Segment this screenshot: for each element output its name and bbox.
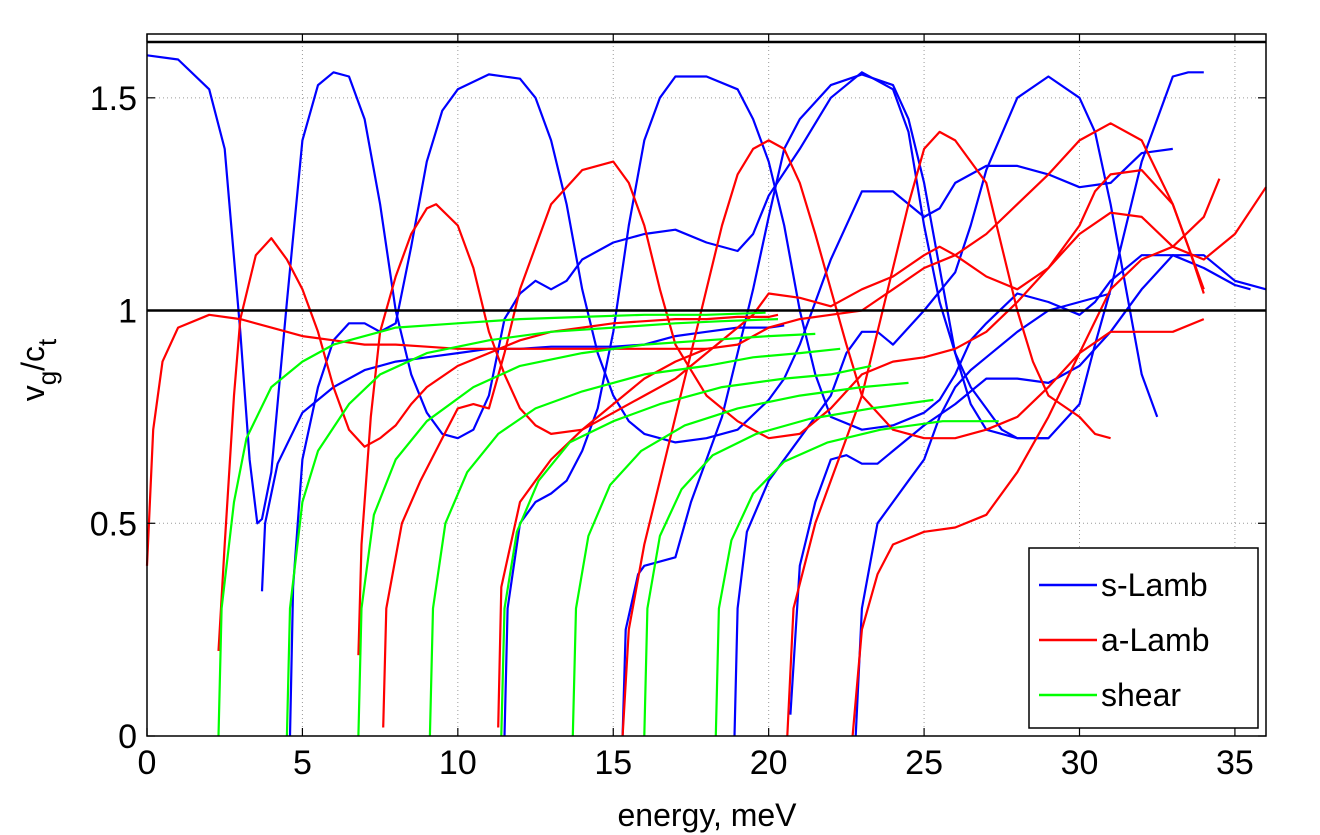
y-tick-label: 1.5 — [90, 80, 137, 118]
a-Lamb-curve — [621, 139, 1205, 737]
y-axis-label: vg/ct — [15, 338, 62, 401]
a-Lamb-curve — [357, 178, 1221, 656]
shear-curve — [714, 420, 999, 737]
legend-label-shear: shear — [1101, 677, 1181, 713]
y-tick-label: 1 — [118, 293, 137, 331]
shear-curve — [428, 347, 841, 737]
plot-frame — [146, 33, 1267, 737]
x-axis-label: energy, meV — [617, 797, 797, 833]
s-Lamb-curve — [789, 254, 1267, 715]
tick-labels: 0 5 10 15 20 25 30 35 0 0.5 1 1.5 — [90, 80, 1254, 782]
x-tick-label: 35 — [1216, 744, 1254, 782]
x-tick-label: 25 — [905, 744, 943, 782]
x-tick-label: 5 — [293, 744, 312, 782]
x-tick-label: 15 — [594, 744, 632, 782]
s-Lamb-curve — [733, 75, 1159, 737]
a-Lamb-curve — [217, 237, 779, 651]
x-tick-label: 30 — [1061, 744, 1099, 782]
shear-curve — [217, 311, 766, 737]
shear-curve — [643, 398, 934, 737]
s-Lamb-curve — [854, 292, 1111, 737]
a-Lamb-curve — [851, 186, 1267, 737]
y-label-sub-g: g — [32, 371, 62, 385]
legend-label-a-Lamb: a-Lamb — [1101, 622, 1210, 658]
shear-curve — [357, 332, 816, 737]
shear-curve — [571, 381, 909, 737]
plot-curves — [145, 54, 1267, 737]
x-tick-label: 20 — [750, 744, 788, 782]
axes — [146, 33, 1267, 737]
a-Lamb-curve — [497, 122, 1205, 728]
a-Lamb-curve — [382, 160, 1205, 728]
shear-curve — [285, 318, 779, 737]
shear-curve — [500, 364, 872, 737]
s-Lamb-curve — [621, 71, 1204, 737]
legend: s-Lamb a-Lamb shear — [1028, 547, 1259, 729]
y-axis-label-text: vg/ct — [15, 338, 62, 401]
legend-label-s-Lamb: s-Lamb — [1101, 567, 1208, 603]
y-label-sub-t: t — [32, 338, 62, 346]
x-tick-label: 0 — [138, 744, 157, 782]
a-Lamb-curve — [786, 130, 1111, 737]
y-tick-label: 0.5 — [90, 505, 137, 543]
y-label-v: v — [15, 385, 51, 401]
a-Lamb-curve — [145, 313, 707, 566]
legend-box — [1028, 547, 1259, 729]
x-tick-label: 10 — [439, 744, 477, 782]
y-tick-label: 0 — [118, 718, 137, 756]
s-Lamb-curve — [503, 75, 1251, 737]
y-label-c: /c — [15, 346, 51, 371]
